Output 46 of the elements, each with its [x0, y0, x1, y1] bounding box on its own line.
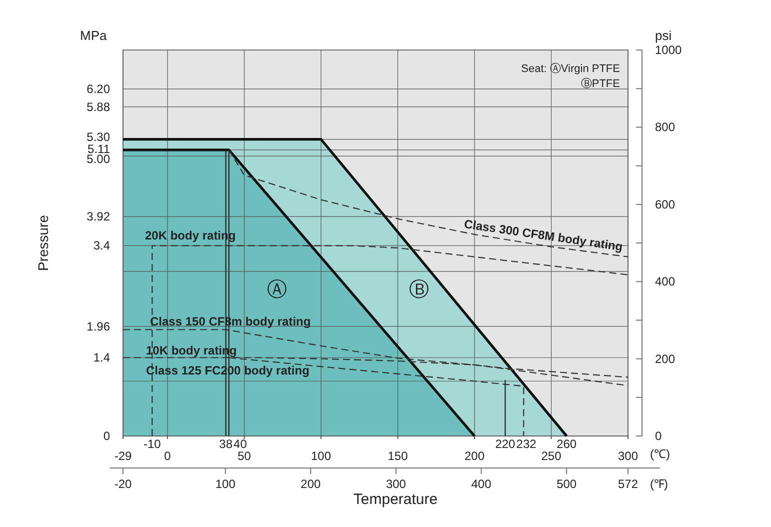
- text: Class 300 CF8M body rating: [463, 216, 624, 254]
- annotation: 40: [234, 437, 248, 451]
- y-tick-label: 1.96: [86, 319, 110, 334]
- x-tick-label: 150: [388, 449, 408, 463]
- x2-tick-label: 200: [300, 477, 321, 491]
- annotation: 38: [219, 437, 233, 451]
- x-tick-label: 300: [618, 449, 638, 463]
- x-tick-label: 200: [464, 449, 485, 463]
- annotation: 260: [556, 437, 577, 451]
- x-tick-label: 100: [310, 449, 332, 463]
- x2-axis-title: (℉): [650, 477, 668, 491]
- y-tick-label: 0: [103, 429, 110, 443]
- annotation: 232: [516, 437, 537, 451]
- text: MPa: [80, 28, 108, 43]
- y-tick-label: 3.92: [86, 210, 110, 224]
- x2-tick-label: 400: [471, 477, 492, 491]
- annotation: -10: [143, 437, 162, 451]
- annotation: 220: [495, 437, 516, 451]
- y2-tick-label: 800: [655, 120, 676, 134]
- x-tick-label: 0: [164, 449, 172, 463]
- x2-tick-label: 100: [215, 477, 236, 491]
- y2-axis-title: psi: [655, 28, 672, 43]
- x-tick-label: -29: [114, 449, 132, 463]
- y-axis-title: Pressure: [35, 214, 51, 272]
- annotation: ⒷPTFE: [580, 77, 620, 90]
- y-tick-label: 5.88: [86, 100, 110, 114]
- y2-tick-label: 600: [655, 197, 676, 212]
- y2-tick-label: 1000: [655, 43, 682, 57]
- x-axis-title: Temperature: [353, 491, 438, 508]
- text: (℃): [650, 447, 670, 461]
- y-tick-label: 1.4: [93, 350, 110, 365]
- x2-tick-label: -20: [114, 477, 132, 491]
- y2-tick-label: 200: [655, 352, 676, 366]
- y2-tick-label: 0: [655, 429, 662, 443]
- annotation: Ⓑ: [409, 279, 429, 301]
- y-tick-label: 5.00: [86, 152, 110, 166]
- x2-tick-label: 572: [618, 477, 638, 491]
- y-tick-label: 3.4: [93, 238, 110, 253]
- x-tick-label: 50: [238, 449, 252, 463]
- y2-tick-label: 400: [655, 274, 676, 289]
- y-tick-label: 6.20: [86, 82, 110, 96]
- y-tick-label: 5.30: [86, 130, 110, 144]
- x-tick-label: 250: [541, 449, 562, 463]
- x2-tick-label: 500: [556, 477, 577, 491]
- x2-tick-label: 300: [386, 477, 406, 491]
- annotation: Ⓐ: [267, 279, 287, 301]
